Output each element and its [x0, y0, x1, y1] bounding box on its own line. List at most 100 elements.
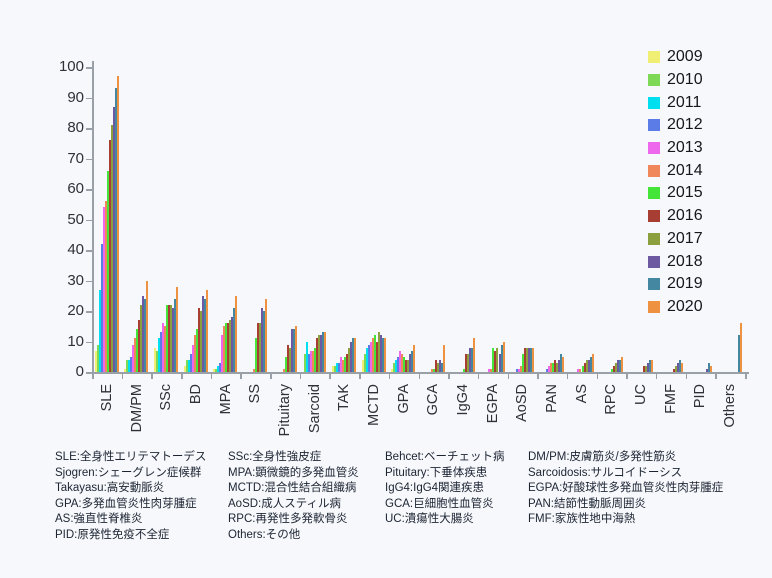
- bar-PAN-2016: [553, 359, 556, 372]
- legend-swatch-icon: [648, 187, 660, 200]
- bar-BD-2018: [201, 295, 204, 372]
- x-axis-tick: [92, 373, 94, 379]
- bar-SSc-2012: [159, 332, 162, 372]
- legend-swatch-icon: [648, 51, 660, 64]
- bar-Pituitary-2017: [288, 347, 291, 372]
- bar-MCTD-2017: [377, 332, 380, 372]
- bar-MCTD-2020: [383, 338, 386, 372]
- legend-label: 2018: [667, 252, 703, 270]
- bar-TAK-2018: [350, 341, 353, 372]
- legend-label: 2019: [667, 275, 703, 293]
- x-axis-label-MPA: MPA: [217, 384, 234, 415]
- bar-MCTD-2009: [361, 359, 364, 372]
- bar-DM/PM-2020: [146, 280, 149, 372]
- x-axis-tick: [359, 373, 361, 379]
- bar-PAN-2020: [561, 356, 564, 372]
- footnote-line: GCA:巨細胞性血管炎: [385, 497, 494, 510]
- bar-PAN-2012: [545, 368, 548, 372]
- bar-Pituitary-2014: [282, 368, 285, 372]
- y-axis-tick: [86, 189, 92, 191]
- bar-FMF-2020: [680, 362, 683, 372]
- legend-swatch-icon: [648, 74, 660, 87]
- bar-GPA-2020: [413, 344, 416, 372]
- y-axis-tick-label: 60: [67, 180, 84, 197]
- bar-Pituitary-2020: [294, 326, 297, 372]
- bar-DM/PM-2012: [130, 356, 133, 372]
- legend-label: 2020: [667, 297, 703, 315]
- bar-TAK-2017: [348, 347, 351, 372]
- bar-TAK-2014: [342, 359, 345, 372]
- footnote-line: MCTD:混合性結合組織病: [228, 482, 357, 494]
- bar-GPA-2012: [397, 356, 400, 372]
- footnote-line: RPC:再発性多発軟骨炎: [228, 513, 348, 525]
- bar-Sarcoid-2020: [324, 332, 327, 372]
- y-axis-tick: [86, 97, 92, 99]
- bar-TAK-2013: [340, 356, 342, 372]
- footnote-line: FMF:家族性地中海熱: [528, 513, 636, 525]
- footnote-line: IgG4:IgG4関連疾患: [385, 482, 485, 494]
- bar-Sarcoid-2011: [306, 341, 309, 372]
- bar-RPC-2020: [621, 356, 624, 372]
- bar-SSc-2013: [161, 323, 164, 372]
- x-axis-label-TAK: TAK: [336, 384, 353, 412]
- bar-GPA-2019: [411, 350, 414, 372]
- x-axis-tick: [240, 373, 242, 379]
- bar-UC-2017: [644, 365, 647, 372]
- bar-DM/PM-2017: [140, 304, 143, 372]
- bar-SSc-2014: [163, 326, 166, 372]
- legend-label: 2016: [667, 207, 703, 225]
- bar-MPA-2019: [233, 307, 236, 372]
- bar-BD-2010: [185, 359, 188, 372]
- bar-MCTD-2015: [373, 335, 376, 372]
- y-axis-tick-label: 100: [58, 58, 84, 75]
- x-axis-tick: [507, 373, 510, 379]
- bar-DM/PM-2018: [142, 295, 145, 372]
- bar-Sarcoid-2015: [314, 347, 317, 372]
- bar-DM/PM-2015: [136, 329, 139, 372]
- bar-EGPA-2018: [498, 353, 501, 372]
- y-axis-tick: [86, 311, 92, 313]
- bar-GPA-2011: [395, 359, 398, 372]
- bar-TAK-2016: [346, 353, 349, 372]
- y-axis-tick: [86, 67, 92, 69]
- bar-IgG4-2015: [462, 368, 465, 372]
- y-axis-tick: [86, 128, 92, 130]
- x-axis-label-EGPA: EGPA: [484, 384, 501, 424]
- bar-AS-2013: [577, 368, 580, 372]
- bar-PAN-2013: [547, 365, 550, 372]
- bar-PAN-2015: [551, 362, 554, 372]
- legend-label: 2010: [667, 71, 703, 89]
- bar-Sarcoid-2012: [308, 353, 311, 372]
- bar-MCTD-2010: [363, 353, 366, 372]
- footnote-column-4: DM/PM:皮膚筋炎/多発性筋炎 Sarcoidosis:サルコイドーシス EGPA…: [528, 450, 723, 528]
- bar-MPA-2010: [215, 368, 218, 372]
- footnote-column-2: SSc:全身性強皮症 MPA:顕微鏡的多発血管炎 MCTD:混合性結合組織病 AoSD…: [228, 450, 359, 543]
- x-axis-label-GPA: GPA: [395, 384, 412, 414]
- x-axis-tick: [715, 373, 717, 379]
- bar-EGPA-2020: [502, 341, 505, 372]
- bar-EGPA-2014: [490, 368, 493, 372]
- legend-swatch-icon: [648, 300, 660, 313]
- bar-SS-2019: [263, 311, 266, 372]
- x-axis-tick: [685, 373, 688, 379]
- bar-TAK-2020: [354, 338, 357, 372]
- bar-SLE-2019: [114, 88, 117, 372]
- legend-swatch-icon: [648, 255, 660, 268]
- x-axis-tick: [151, 373, 153, 379]
- x-axis-label-UC: UC: [633, 384, 650, 405]
- bar-Others-2019: [737, 335, 740, 372]
- bar-RPC-2018: [617, 359, 620, 372]
- x-axis-tick: [418, 373, 420, 379]
- bar-PAN-2017: [555, 362, 558, 372]
- bar-MPA-2013: [221, 335, 224, 372]
- bar-Pituitary-2015: [284, 356, 287, 372]
- legend-label: 2013: [667, 139, 703, 157]
- bar-MCTD-2013: [369, 341, 372, 372]
- bar-MPA-2020: [235, 295, 238, 372]
- bar-PID-2020: [710, 365, 713, 372]
- footnote-line: SLE:全身性エリテマトーデス: [55, 451, 207, 463]
- legend-label: 2015: [667, 184, 703, 202]
- x-axis-tick: [596, 373, 599, 379]
- bar-GPA-2017: [407, 359, 410, 372]
- footnote-line: DM/PM:皮膚筋炎/多発性筋炎: [528, 451, 677, 463]
